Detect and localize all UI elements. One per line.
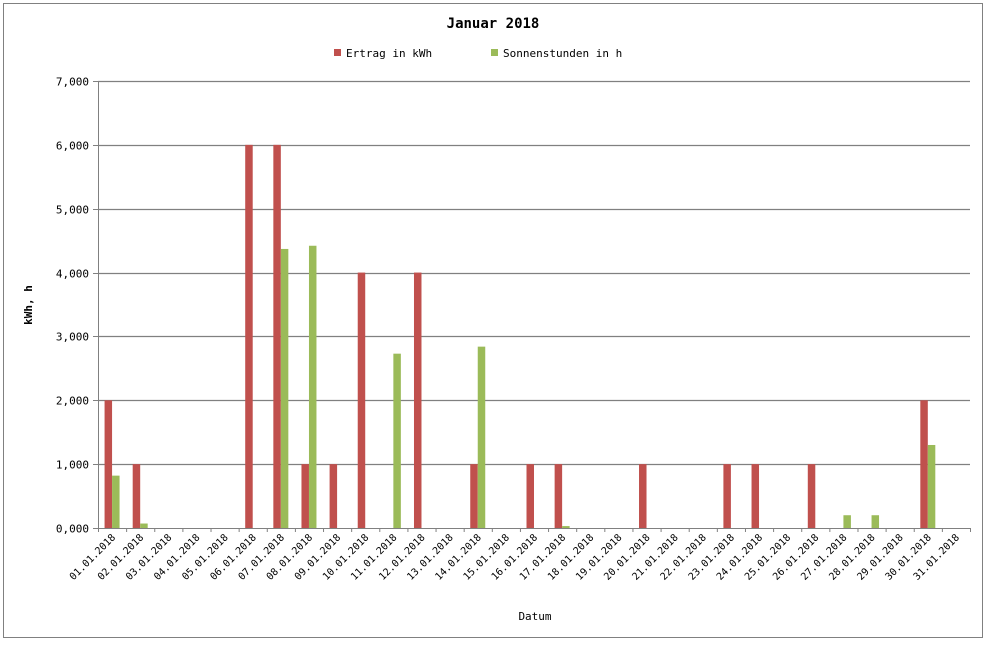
- bar-ertrag: [132, 464, 141, 528]
- bar-ertrag: [526, 464, 534, 528]
- bar-sonnenstunden: [393, 353, 401, 528]
- x-axis-label: Datum: [518, 610, 551, 623]
- axes: [98, 81, 970, 529]
- legend-label: Ertrag in kWh: [346, 47, 432, 60]
- bar-ertrag: [329, 464, 338, 528]
- y-tick-label: 0,000: [56, 523, 89, 536]
- grid-lines: [98, 80, 970, 466]
- y-tick-label: 3,000: [56, 331, 89, 344]
- bar-ertrag: [920, 400, 928, 528]
- bar-ertrag: [245, 144, 253, 528]
- legend-swatch: [334, 49, 341, 56]
- bar-sonnenstunden: [140, 523, 148, 528]
- bars: [104, 144, 936, 529]
- chart-title: Januar 2018: [447, 16, 540, 32]
- bar-ertrag: [807, 464, 816, 528]
- bar-ertrag: [723, 464, 731, 528]
- legend-label: Sonnenstunden in h: [503, 47, 622, 60]
- y-tick-label: 6,000: [56, 140, 89, 153]
- bar-ertrag: [639, 464, 647, 528]
- y-axis-label: kWh, h: [22, 285, 35, 325]
- legend: Ertrag in kWh Sonnenstunden in h: [334, 47, 622, 60]
- bar-sonnenstunden: [477, 346, 486, 528]
- bar-sonnenstunden: [927, 444, 936, 528]
- y-tick-label: 1,000: [56, 459, 89, 472]
- bar-sonnenstunden: [280, 248, 289, 529]
- bar-sonnenstunden: [112, 475, 120, 528]
- bar-ertrag: [104, 400, 113, 528]
- y-tick-label: 2,000: [56, 395, 89, 408]
- bar-ertrag: [413, 272, 422, 528]
- bar-sonnenstunden: [308, 245, 317, 528]
- y-tick-label: 7,000: [56, 76, 89, 89]
- bar-ertrag: [273, 144, 281, 528]
- bar-ertrag: [470, 464, 478, 528]
- chart-frame: [3, 3, 983, 638]
- bar-ertrag: [357, 272, 366, 528]
- bar-ertrag: [554, 464, 563, 528]
- y-tick-label: 5,000: [56, 204, 89, 217]
- y-tick-label: 4,000: [56, 268, 89, 281]
- bar-sonnenstunden: [562, 526, 570, 528]
- bar-ertrag: [301, 464, 309, 528]
- bar-sonnenstunden: [843, 515, 851, 528]
- bar-sonnenstunden: [871, 515, 880, 528]
- y-axis-ticks: 0,000 1,000 2,000 3,000 4,000 5,000 6,000 7,000: [56, 76, 98, 536]
- legend-swatch: [491, 49, 498, 56]
- bar-ertrag: [751, 464, 760, 528]
